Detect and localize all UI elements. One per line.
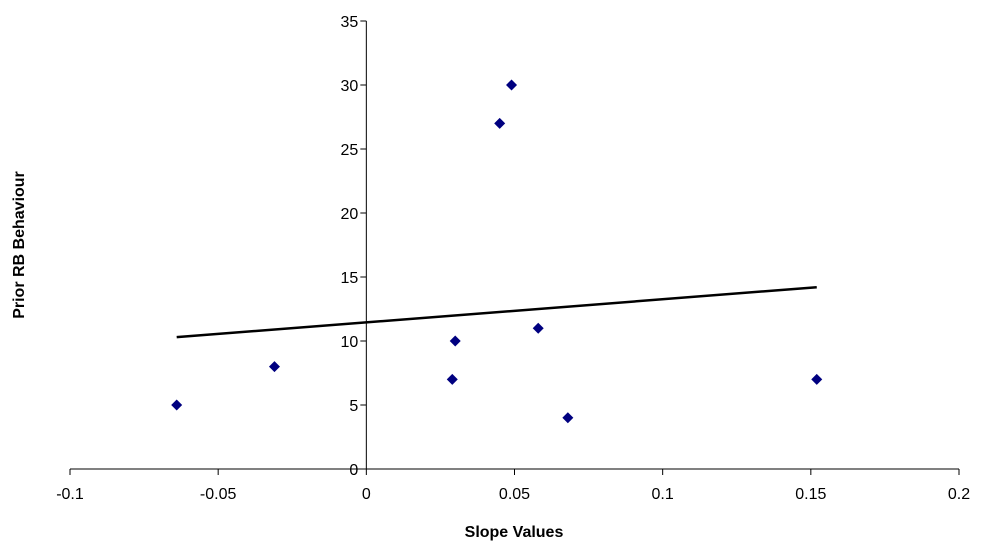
x-tick-label: 0.2 bbox=[948, 486, 970, 503]
x-tick-label: 0.1 bbox=[652, 486, 674, 503]
point bbox=[446, 373, 458, 385]
point bbox=[532, 322, 544, 334]
x-tick-label: 0.05 bbox=[499, 486, 530, 503]
point bbox=[494, 117, 506, 129]
point bbox=[268, 361, 280, 373]
y-axis-title: Prior RB Behaviour bbox=[11, 171, 28, 319]
x-axis-title: Slope Values bbox=[465, 524, 564, 541]
y-tick-label: 0 bbox=[349, 462, 358, 479]
y-tick-label: 30 bbox=[341, 78, 359, 95]
point bbox=[171, 399, 183, 411]
trend-line bbox=[176, 285, 817, 339]
point bbox=[811, 373, 823, 385]
y-tick-label: 20 bbox=[341, 206, 359, 223]
y-tick-label: 25 bbox=[341, 142, 359, 159]
point bbox=[506, 79, 518, 91]
x-tick-label: -0.1 bbox=[56, 486, 84, 503]
y-tick-label: 5 bbox=[349, 398, 358, 415]
x-tick-label: -0.05 bbox=[200, 486, 237, 503]
y-tick-label: 10 bbox=[341, 334, 359, 351]
x-tick-label: 0.15 bbox=[795, 486, 826, 503]
point bbox=[449, 335, 461, 347]
y-tick-label: 35 bbox=[341, 14, 359, 31]
point bbox=[562, 412, 574, 424]
y-tick-label: 15 bbox=[341, 270, 359, 287]
x-tick-label: 0 bbox=[362, 486, 371, 503]
